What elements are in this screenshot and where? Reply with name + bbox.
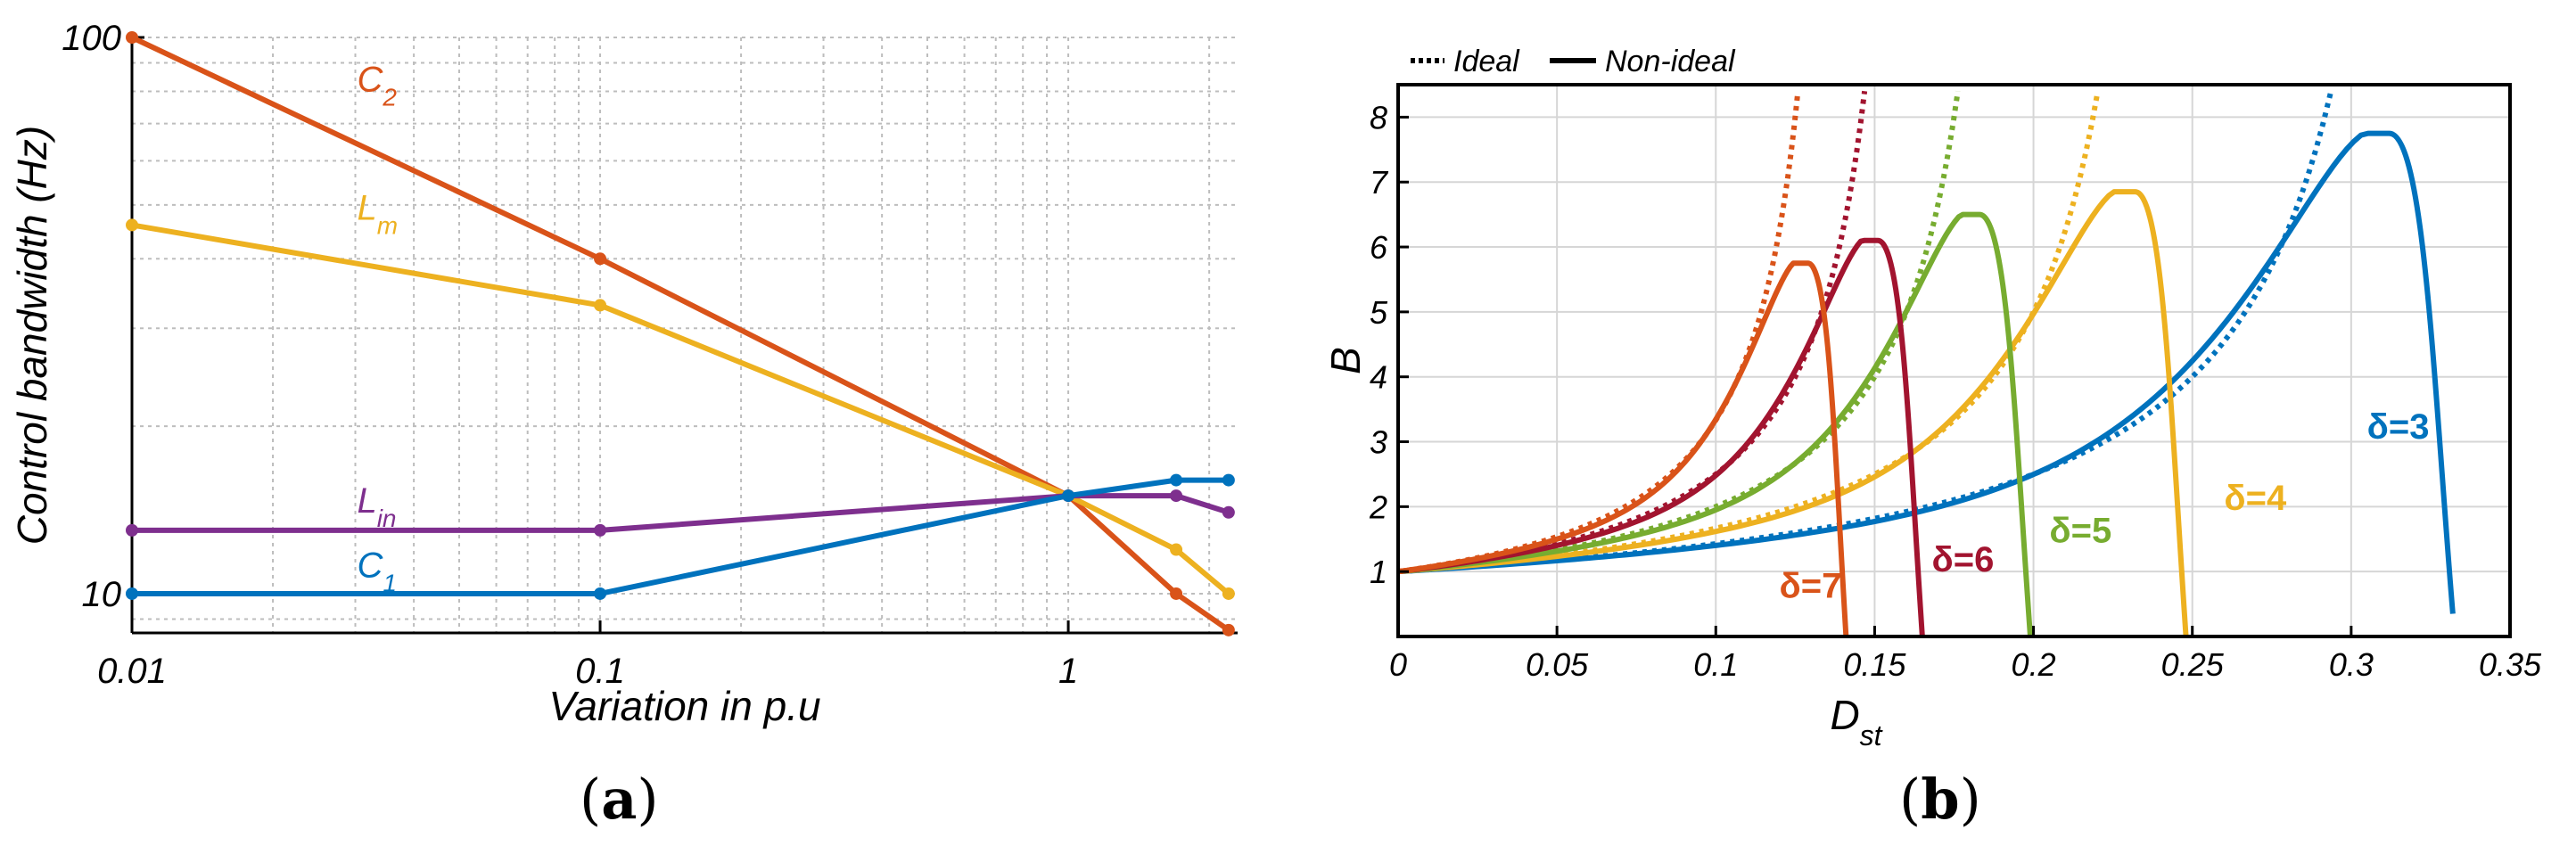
- panel-b-caption: (b): [1899, 767, 1981, 832]
- ideal-curve: [1398, 90, 1868, 575]
- y-axis-label: B: [1322, 347, 1369, 374]
- y-tick-label: 100: [62, 19, 121, 58]
- series-line-C2: [130, 35, 1230, 633]
- y-tick-label: 5: [1370, 294, 1388, 331]
- x-tick-label: 0.3: [2329, 646, 2374, 683]
- series-label: δ=4: [2224, 479, 2287, 518]
- ideal-curve: [1398, 90, 1961, 575]
- series-label: δ=7: [1780, 566, 1842, 605]
- series-label: Lin: [357, 481, 396, 532]
- data-point: [126, 587, 138, 600]
- y-tick-label: 10: [82, 575, 122, 614]
- x-tick-label: 1: [1058, 652, 1078, 691]
- curves-group: [1398, 90, 2456, 636]
- y-tick-label: 4: [1370, 359, 1387, 396]
- x-tick-label: 0.01: [97, 652, 167, 691]
- series-label: Lm: [357, 189, 398, 240]
- x-tick-label: 0.2: [2012, 646, 2056, 683]
- series-label: δ=3: [2367, 407, 2430, 447]
- panel-a-caption: (a): [580, 767, 659, 832]
- data-point: [594, 523, 607, 537]
- y-tick-label: 8: [1370, 99, 1387, 135]
- series-label: δ=6: [1932, 540, 1995, 579]
- data-point: [1170, 543, 1183, 556]
- nonideal-curve: [1398, 189, 2189, 636]
- data-point: [594, 587, 607, 600]
- data-point: [126, 523, 138, 537]
- x-tick-label: 0.35: [2479, 646, 2542, 683]
- series-label: C2: [357, 60, 397, 111]
- x-axis-label: Dst: [1830, 692, 1882, 751]
- series-label: δ=5: [2049, 511, 2111, 550]
- data-point: [126, 218, 138, 232]
- data-point: [1170, 473, 1183, 487]
- y-tick-label: 2: [1369, 489, 1387, 525]
- series-label: C1: [357, 546, 396, 597]
- x-tick-label: 0: [1389, 646, 1407, 683]
- panel-a-chart: 0.01 0.1 1 10 100 Variation in p.u Control ban…: [9, 19, 1238, 729]
- series-line-Lm: [131, 222, 1230, 596]
- x-tick-label: 0.25: [2161, 646, 2225, 683]
- nonideal-curve: [1398, 260, 1849, 636]
- x-tick-label: 0.1: [1693, 646, 1738, 683]
- data-point: [1062, 489, 1075, 503]
- y-tick-label: 3: [1370, 424, 1387, 461]
- x-tick-label: 0.05: [1526, 646, 1589, 683]
- panel-b-chart: δ=3 δ=4 δ=5 δ=6 δ=7 0 0.05 0.1 0.15 0.2 0.25 0.3 0.3…: [1322, 45, 2542, 751]
- legend-nonideal-label: Non-ideal: [1605, 45, 1736, 78]
- y-tick-label: 6: [1370, 229, 1388, 266]
- x-axis-label: Variation in p.u: [548, 683, 820, 729]
- x-tick-label: 0.1: [575, 652, 625, 691]
- ideal-curve: [1398, 90, 2101, 575]
- y-tick-label: 7: [1370, 164, 1389, 201]
- data-point: [1170, 489, 1183, 503]
- ideal-curve: [1398, 90, 2334, 575]
- data-point: [594, 299, 607, 312]
- data-point: [594, 252, 607, 266]
- legend-ideal-label: Ideal: [1453, 45, 1520, 78]
- data-point: [1222, 473, 1235, 487]
- data-point: [1222, 505, 1235, 519]
- y-tick-label: 1: [1370, 554, 1387, 590]
- data-point: [1170, 587, 1183, 600]
- plot-frame: [1396, 83, 2512, 638]
- nonideal-curve: [1398, 130, 2456, 614]
- x-tick-label: 0.15: [1843, 646, 1906, 683]
- series-line-Lin: [132, 493, 1230, 533]
- data-point: [1222, 623, 1235, 636]
- data-point: [126, 31, 138, 44]
- y-axis-label: Control bandwidth (Hz): [9, 126, 55, 545]
- data-point: [1222, 587, 1235, 600]
- nonideal-curve: [1398, 211, 2034, 636]
